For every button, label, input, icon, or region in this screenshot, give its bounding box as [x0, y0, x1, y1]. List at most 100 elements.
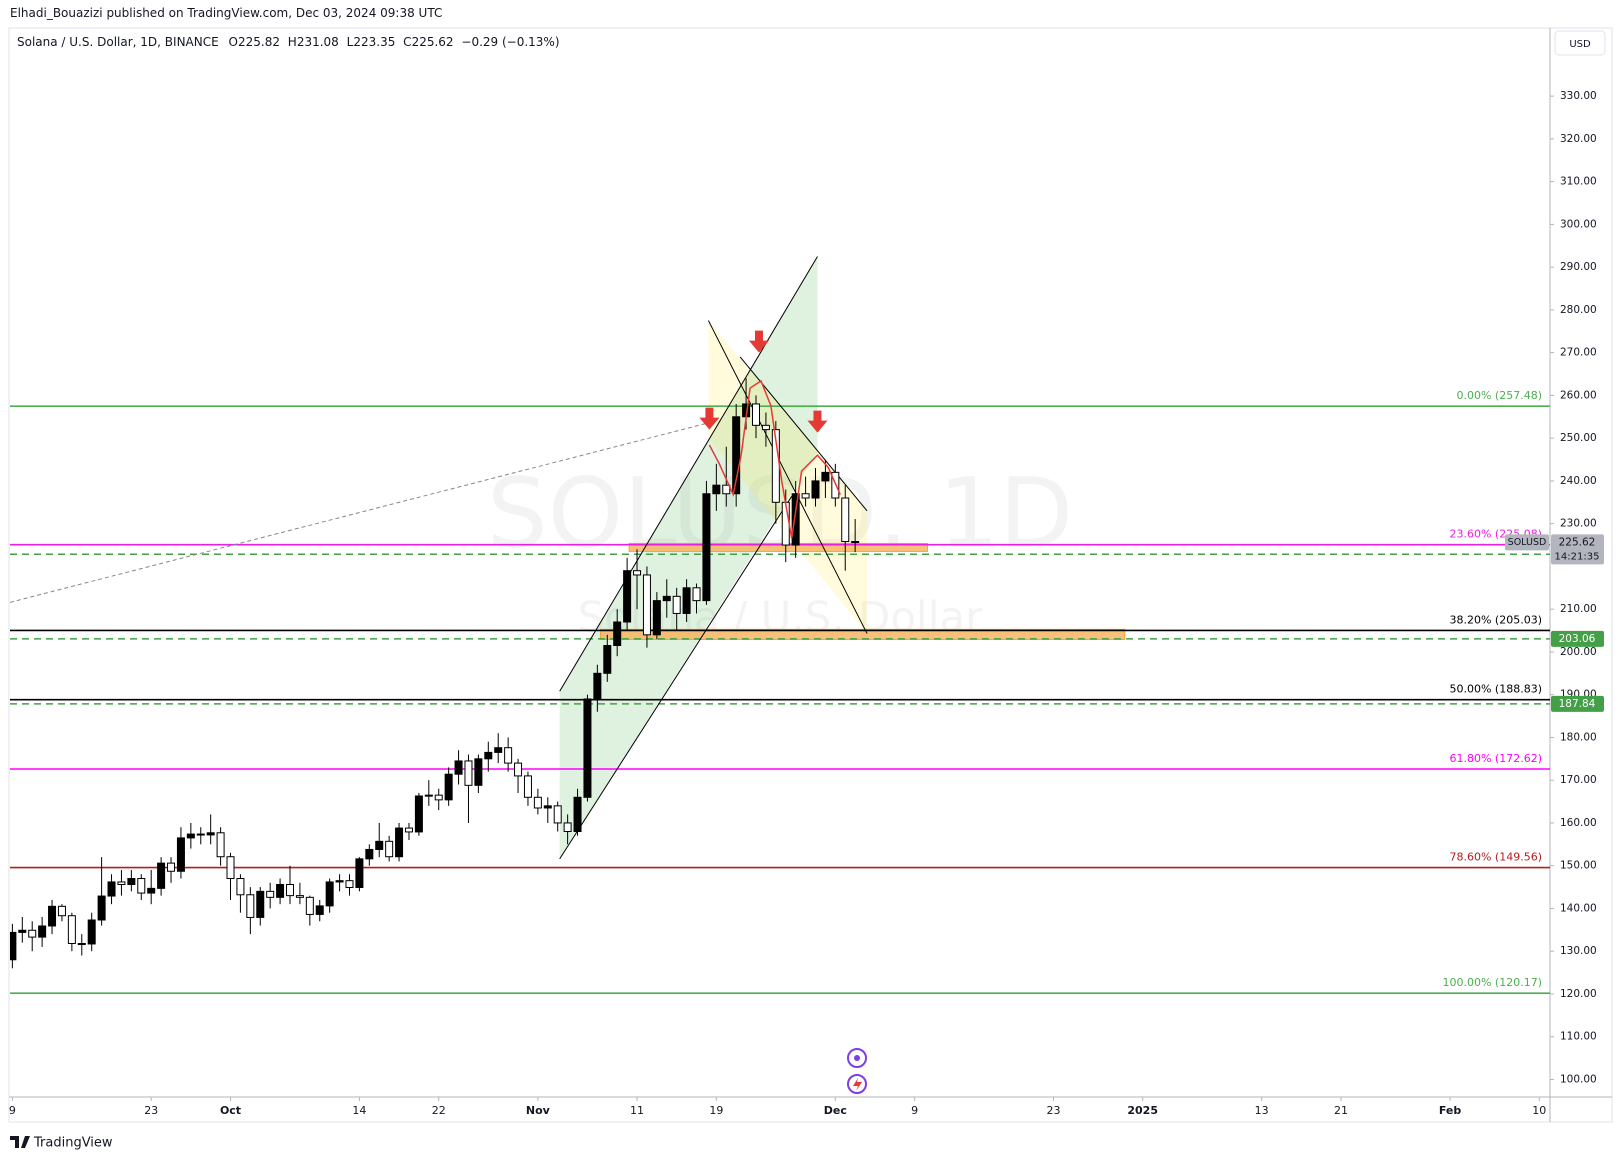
candle-body [186, 833, 195, 839]
y-tick-label: 280.00 [1560, 304, 1597, 316]
candle-body [474, 758, 483, 786]
y-tick-label: 330.00 [1560, 90, 1597, 102]
candle-body [633, 570, 642, 576]
candle-body [573, 796, 582, 832]
icon[interactable] [847, 1074, 867, 1094]
x-tick-label: 23 [1046, 1104, 1060, 1117]
trend-line [559, 496, 793, 860]
legend-change: −0.29 (−0.13%) [461, 35, 559, 49]
candle-body [167, 862, 176, 872]
x-tick-label: 14 [352, 1104, 366, 1117]
arrow [807, 410, 828, 433]
candle-body [176, 837, 185, 872]
candle-body [276, 884, 285, 898]
icon-dot [854, 1055, 860, 1061]
x-tick-label: Oct [220, 1104, 241, 1117]
fib-label: 61.80% (172.62) [1449, 752, 1542, 765]
x-tick-label: 9 [911, 1104, 918, 1117]
candle-body [712, 484, 721, 495]
y-tick-label: 320.00 [1560, 133, 1597, 145]
candle-body [246, 894, 255, 918]
candle-body [484, 751, 493, 760]
candle-body [603, 645, 612, 674]
fib-label: 50.00% (188.83) [1449, 683, 1542, 696]
price-tag [1551, 630, 1604, 647]
y-tick-label: 300.00 [1560, 218, 1597, 230]
x-tick-label: 21 [1334, 1104, 1348, 1117]
trend-line [707, 320, 868, 634]
candle-body [563, 822, 572, 832]
candle-body [414, 795, 423, 833]
candle-body [672, 595, 681, 614]
brand: TradingView [10, 1136, 113, 1151]
candle-body [781, 501, 790, 546]
candle-body [127, 878, 136, 886]
candle-body [117, 881, 126, 886]
candle-body [266, 890, 275, 898]
trend-line [10, 421, 711, 603]
candle-body [226, 856, 235, 880]
fib-label: 0.00% (257.48) [1456, 389, 1542, 402]
candle-body [107, 881, 116, 897]
candle-body [206, 832, 215, 836]
candle-body [87, 919, 96, 945]
y-tick-label: 290.00 [1560, 261, 1597, 273]
candle-body [613, 621, 622, 647]
candle-body [504, 747, 513, 764]
x-tick-label: 2025 [1127, 1104, 1158, 1117]
candle-body [543, 805, 552, 809]
x-tick-label: 11 [630, 1104, 644, 1117]
candle-body [345, 880, 354, 889]
candle-body [682, 587, 691, 614]
candle-body [315, 905, 324, 915]
candle-body [514, 762, 523, 777]
candle-body [791, 493, 800, 546]
chart-frame [8, 27, 1613, 1123]
candle-body [494, 747, 503, 753]
fib-label: 78.60% (149.56) [1449, 851, 1542, 864]
x-tick-label: 13 [1255, 1104, 1269, 1117]
legend-c: C [403, 35, 411, 49]
y-tick-label: 240.00 [1560, 475, 1597, 487]
y-tick-label: 270.00 [1560, 347, 1597, 359]
candle-body [841, 497, 850, 543]
candle-body [236, 878, 245, 896]
currency-button[interactable] [1554, 30, 1606, 56]
symbol-tag-label: SOLUSD [1508, 537, 1547, 548]
last-price-tag [1551, 534, 1604, 565]
icon-bolt [853, 1078, 862, 1091]
candle-body [801, 493, 810, 499]
y-tick-label: 160.00 [1560, 817, 1597, 829]
y-tick-label: 250.00 [1560, 432, 1597, 444]
icon[interactable] [847, 1048, 867, 1068]
y-tick-label: 180.00 [1560, 731, 1597, 743]
candle-body [395, 827, 404, 858]
candle-body [761, 424, 770, 431]
y-tick-label: 100.00 [1560, 1073, 1597, 1085]
side-icons [847, 1048, 867, 1094]
candle-body [365, 848, 374, 860]
candle-body [702, 493, 711, 602]
candle-body [434, 794, 443, 801]
brand-name: TradingView [33, 1136, 113, 1151]
candle-body [523, 775, 532, 798]
candle-body [811, 480, 820, 499]
candle-body [325, 881, 334, 907]
legend-h: H [288, 35, 297, 49]
candle-body [424, 794, 433, 797]
y-tick-label: 230.00 [1560, 518, 1597, 530]
trend-line [559, 256, 818, 692]
candle-body [10, 931, 17, 961]
x-tick-label: Dec [824, 1104, 847, 1117]
candle-body [355, 858, 364, 889]
publish-header: Elhadi_Bouazizi published on TradingView… [10, 6, 443, 20]
candle-body [385, 840, 394, 858]
fib-label: 38.20% (205.03) [1449, 613, 1542, 626]
legend-low: 223.35 [353, 35, 395, 49]
candle-body [454, 760, 463, 775]
candle-body [57, 905, 66, 917]
candle-body [67, 915, 76, 945]
symbol-title: Solana / U.S. Dollar, 1D, BINANCE [17, 35, 219, 49]
candle-body [38, 925, 47, 938]
